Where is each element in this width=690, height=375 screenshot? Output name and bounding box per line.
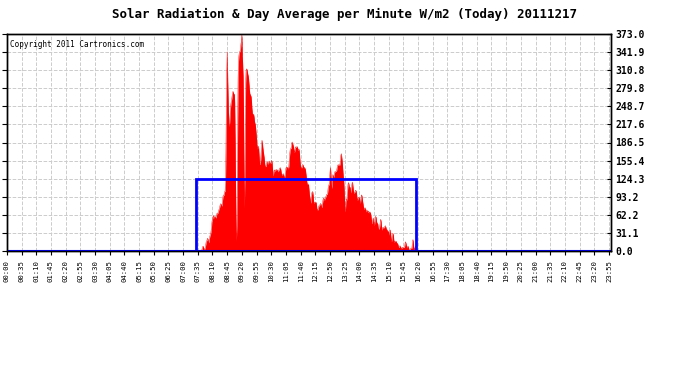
Text: Solar Radiation & Day Average per Minute W/m2 (Today) 20111217: Solar Radiation & Day Average per Minute… [112, 8, 578, 21]
Text: Copyright 2011 Cartronics.com: Copyright 2011 Cartronics.com [10, 40, 144, 49]
Bar [196, 179, 416, 251]
